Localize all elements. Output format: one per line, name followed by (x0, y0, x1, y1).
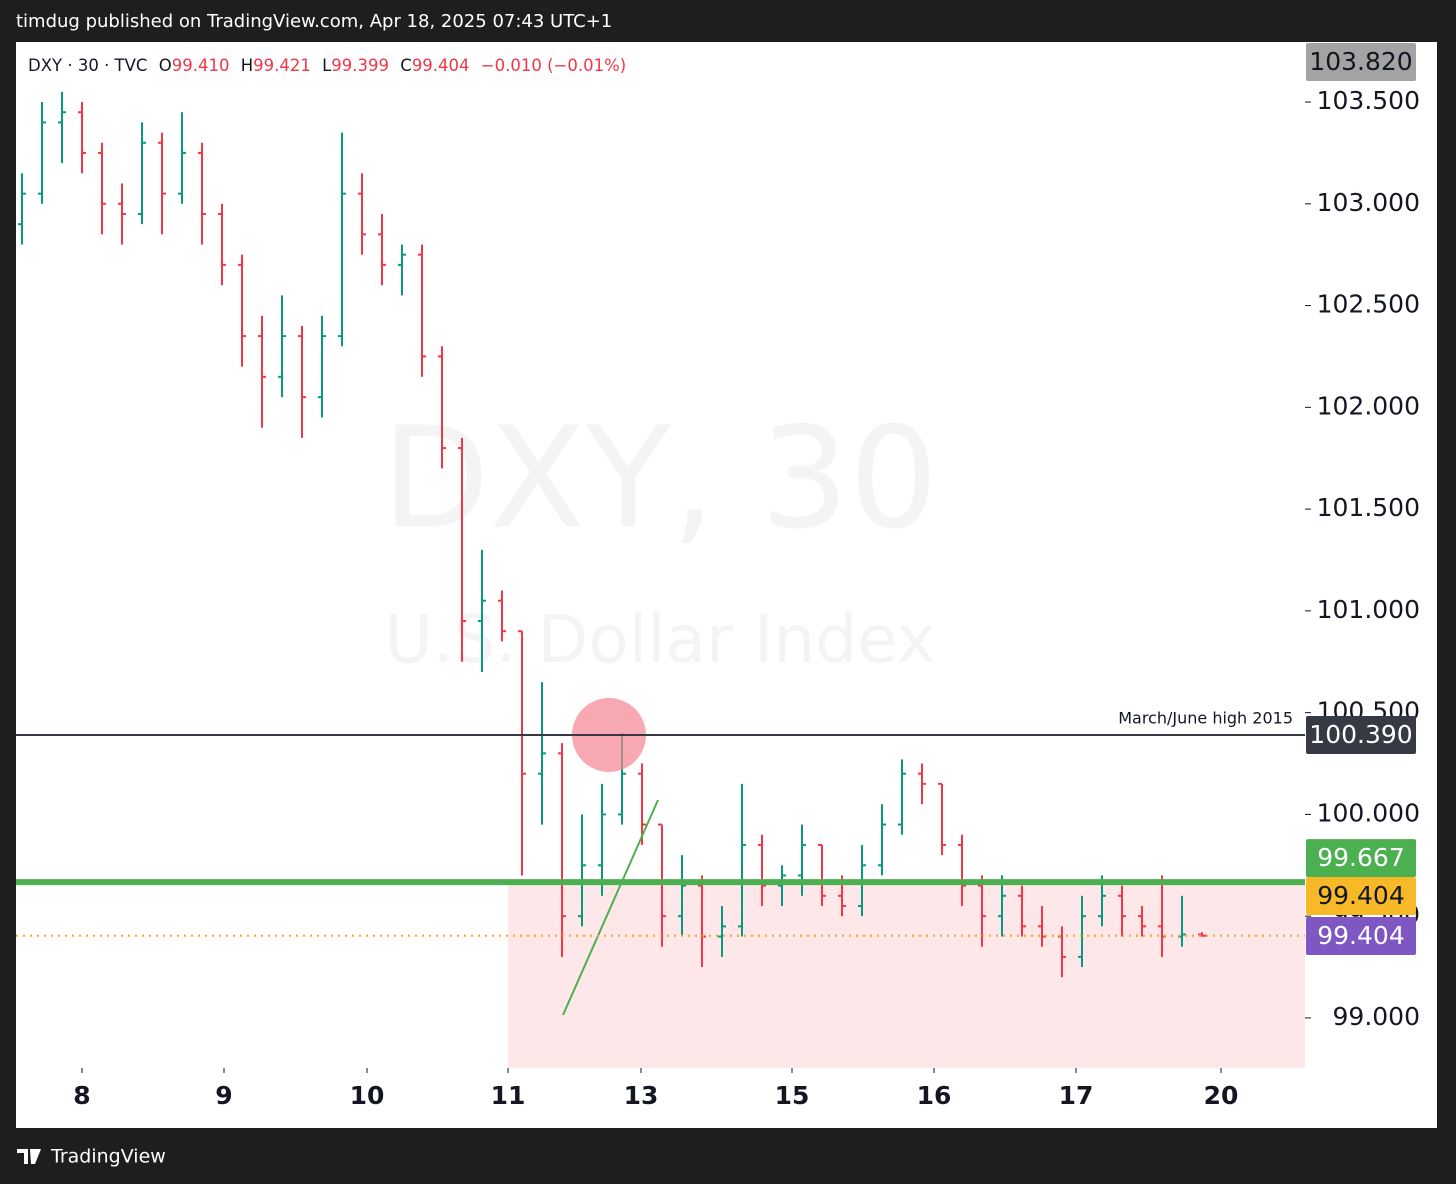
bar (198, 142, 206, 245)
price-tag-label: 99.404 (1317, 881, 1404, 910)
bar (458, 437, 466, 662)
bar (678, 855, 686, 937)
bar (118, 183, 126, 245)
logo-mark (17, 1149, 41, 1164)
bar (918, 763, 926, 805)
x-tick-label: 20 (1204, 1081, 1239, 1110)
price-tag (1306, 917, 1416, 955)
bar (498, 590, 506, 642)
bar (158, 132, 166, 235)
bar (298, 325, 306, 438)
bar (778, 865, 786, 906)
bar (378, 213, 386, 286)
bar (438, 346, 446, 469)
bar (958, 834, 966, 906)
legend-c-label: C (400, 56, 412, 75)
legend-change: −0.010 (−0.01%) (481, 56, 626, 75)
legend-o-label: O (159, 56, 172, 75)
price-tag-label: 103.820 (1309, 47, 1412, 76)
legend-l-label: L (322, 56, 332, 75)
level-text: March/June high 2015 (1118, 709, 1293, 728)
bar (938, 782, 946, 856)
level-tag (1306, 839, 1416, 878)
bar (658, 823, 666, 947)
bar (1118, 885, 1126, 937)
x-tick-label: 15 (775, 1081, 810, 1110)
bar (178, 112, 186, 204)
bar (1198, 932, 1206, 937)
x-tick-label: 16 (917, 1081, 952, 1110)
bar (138, 122, 146, 225)
y-tick-label: 100.000 (1317, 798, 1420, 827)
watermark-subtitle: U.S. Dollar Index (384, 601, 935, 678)
y-tick-label: 101.500 (1317, 493, 1420, 522)
legend-l: 99.399 (331, 56, 389, 75)
bar (518, 630, 526, 876)
footer-logo: TradingView (17, 1146, 166, 1168)
legend-h-label: H (241, 56, 253, 75)
x-tick-label: 13 (624, 1081, 659, 1110)
bar (598, 783, 606, 896)
price-tag (1306, 877, 1416, 915)
bar (398, 244, 406, 296)
y-tick-label: 99.000 (1333, 1002, 1420, 1031)
bar (78, 102, 86, 174)
bar (1018, 885, 1026, 937)
bar (1078, 895, 1086, 968)
price-tag (1306, 43, 1416, 81)
x-tick-label: 9 (215, 1081, 232, 1110)
level-tag-label: 99.667 (1317, 843, 1404, 872)
legend-c: 99.404 (412, 56, 470, 75)
bar (478, 549, 486, 672)
y-tick-label: 103.000 (1317, 188, 1420, 217)
header: timdug published on TradingView.com, Apr… (16, 11, 612, 32)
bar (578, 814, 586, 927)
legend-o: 99.410 (172, 56, 230, 75)
bar (418, 244, 426, 377)
footer-text: TradingView (50, 1146, 166, 1168)
bar (818, 843, 826, 906)
y-tick-label: 101.000 (1317, 595, 1420, 624)
bar (758, 834, 766, 906)
bar (718, 905, 726, 957)
bar (38, 102, 46, 204)
price-tag-label: 99.404 (1317, 921, 1404, 950)
bar (258, 315, 266, 428)
watermark: DXY, 30 U.S. Dollar Index (382, 398, 938, 679)
legend: DXY · 30 · TVC O99.410 H99.421 L99.399 C… (28, 56, 626, 75)
level-tag-label: 100.390 (1309, 720, 1412, 749)
bar (358, 173, 366, 255)
bar (278, 295, 286, 398)
legend-h: 99.421 (253, 56, 311, 75)
bar (218, 203, 226, 286)
y-tick-label: 102.000 (1317, 391, 1420, 420)
bar (558, 743, 566, 957)
y-tick-label: 103.500 (1317, 86, 1420, 115)
bar (538, 682, 546, 825)
bar (58, 91, 66, 164)
zone (508, 881, 1305, 1068)
x-tick-label: 11 (491, 1081, 526, 1110)
x-tick-label: 10 (350, 1081, 385, 1110)
bar (878, 804, 886, 876)
bar (318, 315, 326, 418)
bar (98, 142, 106, 235)
x-tick-label: 17 (1059, 1081, 1094, 1110)
bar (638, 763, 646, 845)
bar (338, 132, 346, 347)
watermark-title: DXY, 30 (382, 398, 938, 561)
x-tick-label: 8 (73, 1081, 90, 1110)
bar (898, 759, 906, 835)
trend-line (562, 799, 659, 1016)
legend-symbol: DXY · 30 · TVC (28, 56, 147, 75)
y-tick-label: 102.500 (1317, 290, 1420, 319)
bar (998, 875, 1006, 937)
bar (738, 783, 746, 937)
bar (1138, 905, 1146, 937)
level-tag (1306, 716, 1416, 755)
bar (238, 254, 246, 367)
bar (18, 173, 26, 245)
